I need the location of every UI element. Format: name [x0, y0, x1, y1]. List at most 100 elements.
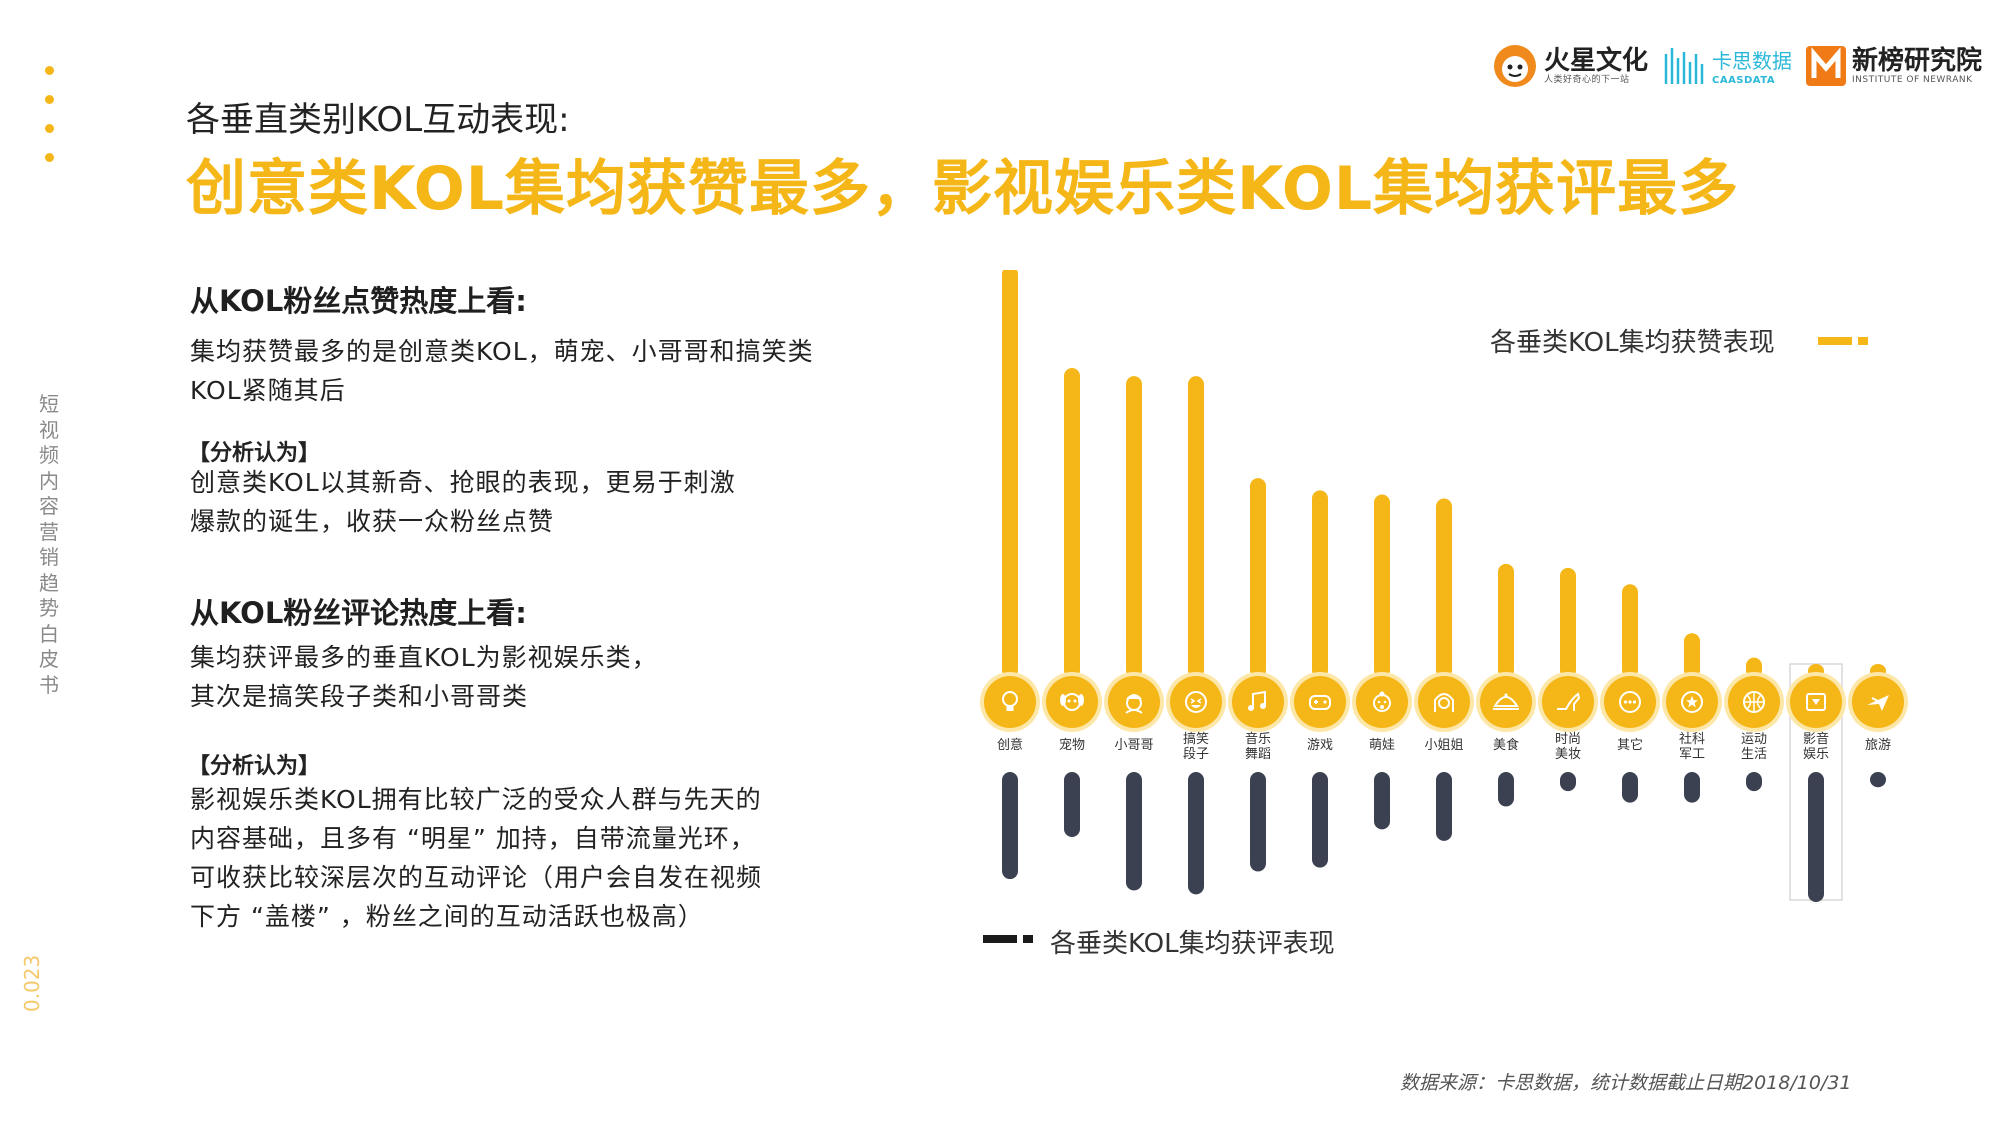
likes-analysis-line: 爆款的诞生，收获一众粉丝点赞 [190, 507, 555, 536]
likes-bar [1250, 478, 1266, 678]
gamepad-icon [1309, 695, 1331, 710]
lightbulb-icon [1002, 691, 1018, 711]
page-title: 创意类KOL集均获赞最多，影视娱乐类KOL集均获评最多 [186, 154, 1740, 224]
likes-bar [1374, 494, 1390, 678]
likes-bar [1002, 270, 1018, 678]
likes-legend-swatch [1818, 337, 1868, 345]
category-icon-disc [1294, 676, 1346, 728]
laugh-face-icon [1185, 691, 1207, 713]
comments-analysis-line: 内容基础，且多有 “明星” 加持，自带流量光环， [190, 824, 756, 853]
comments-bar [1002, 772, 1018, 880]
category-label: 影音 [1803, 731, 1829, 747]
comments-bar [1746, 772, 1762, 792]
comments-analysis-line: 可收获比较深层次的互动评论（用户会自发在视频 [190, 863, 763, 892]
caas-logo-tagline: CAASDATA [1711, 74, 1776, 86]
vertical-title-char: 书 [39, 672, 59, 697]
music-note-icon [1248, 690, 1266, 711]
decorative-dots [45, 66, 57, 182]
baby-icon [1373, 691, 1391, 712]
category-label: 美食 [1493, 737, 1519, 753]
vertical-title-char: 内 [39, 468, 59, 493]
category-icon-disc [1108, 676, 1160, 728]
category-label: 小姐姐 [1424, 738, 1463, 753]
likes-body-line: 集均获赞最多的是创意类KOL，萌宠、小哥哥和搞笑类 [190, 337, 814, 366]
vertical-report-title: 短视频内容营销趋势白皮书 [36, 392, 62, 698]
likes-body-line: KOL紧随其后 [190, 376, 346, 405]
category-label: 生活 [1741, 747, 1767, 762]
more-dots-icon [1619, 691, 1641, 713]
data-source-note: 数据来源：卡思数据，统计数据截止日期2018/10/31 [1400, 1072, 1852, 1094]
vertical-title-char: 趋 [39, 570, 59, 595]
vertical-title-char: 视 [39, 417, 59, 442]
category-icon-disc [1480, 676, 1532, 728]
category-icon-disc [984, 676, 1036, 728]
vertical-title-char: 势 [39, 596, 59, 620]
likes-bar [1126, 376, 1142, 678]
category-label: 军工 [1679, 747, 1705, 762]
category-label: 段子 [1183, 747, 1209, 762]
likes-bar [1684, 633, 1700, 678]
tv-icon [1806, 693, 1826, 711]
comments-bar [1064, 772, 1080, 837]
comments-bar [1188, 772, 1204, 895]
high-heel-icon [1557, 692, 1581, 711]
category-label: 游戏 [1307, 738, 1333, 753]
comments-bar [1498, 772, 1514, 807]
comments-bar [1312, 772, 1328, 868]
vertical-title-char: 营 [39, 519, 59, 544]
category-icon-disc [1418, 676, 1470, 728]
comments-bar [1126, 772, 1142, 891]
newrank-logo: 新榜研究院 INSTITUTE OF NEWRANK [1805, 46, 1982, 86]
category-label: 运动 [1741, 732, 1767, 747]
comments-bar [1808, 772, 1824, 902]
caas-logo-icon [1664, 48, 1704, 84]
ball-icon [1743, 691, 1765, 713]
newrank-logo-icon [1805, 46, 1846, 86]
category-label: 小哥哥 [1114, 738, 1153, 753]
comments-bar [1374, 772, 1390, 830]
likes-bar [1622, 584, 1638, 678]
category-label: 音乐 [1245, 731, 1271, 747]
likes-bar [1560, 567, 1576, 678]
vertical-title-char: 皮 [39, 647, 59, 671]
comments-bar [1622, 772, 1638, 803]
comments-bar [1560, 772, 1576, 792]
likes-bar [1436, 498, 1452, 678]
likes-legend-label: 各垂类KOL集均获赞表现 [1490, 328, 1775, 358]
likes-bar [1064, 368, 1080, 678]
category-label: 其它 [1617, 737, 1643, 753]
comments-legend-label: 各垂类KOL集均获评表现 [1050, 929, 1335, 959]
category-icon-disc [1356, 676, 1408, 728]
category-label: 舞蹈 [1245, 747, 1271, 762]
caas-logo-name: 卡思数据 [1711, 48, 1792, 73]
comments-bar [1436, 772, 1452, 841]
category-label: 萌娃 [1369, 738, 1395, 753]
comments-section-body: 集均获评最多的垂直KOL为影视娱乐类， 其次是搞笑段子类和小哥哥类 [190, 638, 658, 716]
category-icon-disc [1170, 676, 1222, 728]
boy-icon [1125, 694, 1143, 714]
comments-bar [1870, 772, 1886, 788]
category-label: 搞笑 [1183, 731, 1209, 747]
comments-analysis-line: 影视娱乐类KOL拥有比较广泛的受众人群与先天的 [190, 785, 762, 814]
caas-logo: 卡思数据 CAASDATA [1662, 44, 1792, 88]
vertical-title-char: 销 [39, 545, 59, 569]
category-icon-disc [1542, 676, 1594, 728]
huoxing-logo-tagline: 人类好奇心的下一站 [1543, 74, 1630, 85]
category-icon-disc [1232, 676, 1284, 728]
category-label: 时尚 [1555, 732, 1581, 747]
newrank-logo-tagline: INSTITUTE OF NEWRANK [1851, 74, 1973, 85]
food-cloche-icon [1493, 693, 1519, 710]
category-label: 旅游 [1865, 738, 1891, 753]
page-subtitle: 各垂直类别KOL互动表现: [186, 100, 570, 140]
likes-section-heading: 从KOL粉丝点赞热度上看: [190, 284, 527, 318]
likes-bar [1188, 376, 1204, 678]
likes-analysis-tag: 【分析认为】 [188, 441, 321, 466]
category-icon-disc [1046, 676, 1098, 728]
comments-analysis-line: 下方 “盖楼” ，粉丝之间的互动活跃也极高） [190, 902, 704, 931]
likes-bar [1312, 490, 1328, 678]
logo-bar: 火星文化 人类好奇心的下一站 卡思数据 CAASDATA 新榜研究院 INSTI… [1492, 38, 1982, 94]
vertical-title-char: 频 [39, 443, 59, 467]
vertical-title-char: 白 [39, 621, 59, 646]
vertical-title-char: 容 [39, 494, 59, 518]
likes-bar [1498, 563, 1514, 678]
